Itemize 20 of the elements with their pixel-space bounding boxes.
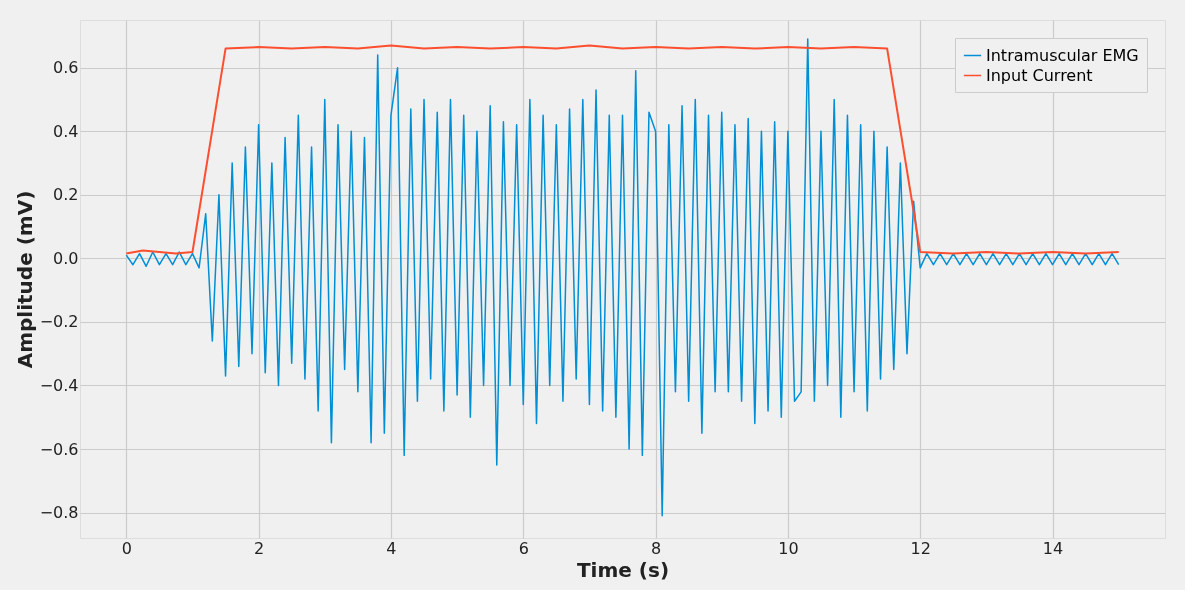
x-tick-label: 8 — [650, 538, 662, 558]
y-tick-label: −0.6 — [39, 439, 79, 459]
y-tick-label: −0.4 — [39, 375, 79, 395]
x-tick-label: 14 — [1042, 538, 1064, 558]
x-axis-title: Time (s) — [576, 557, 670, 582]
y-tick-label: 0.0 — [53, 248, 79, 268]
y-tick-label: −0.2 — [39, 312, 79, 332]
y-tick-label: −0.8 — [39, 503, 79, 523]
y-axis-title: Amplitude (mV) — [12, 190, 37, 369]
x-tick-label: 2 — [254, 538, 265, 558]
x-tick-label: 6 — [518, 538, 529, 558]
x-tick-label: 4 — [386, 538, 397, 558]
legend-label: Intramuscular EMG — [986, 45, 1139, 65]
x-tick-label: 12 — [910, 538, 931, 558]
legend-label: Input Current — [986, 65, 1093, 85]
y-tick-label: 0.6 — [53, 58, 79, 78]
x-tick-label: 0 — [121, 538, 132, 558]
x-tick-label: 10 — [778, 538, 799, 558]
y-tick-label: 0.4 — [53, 121, 79, 141]
y-tick-label: 0.2 — [53, 185, 79, 205]
